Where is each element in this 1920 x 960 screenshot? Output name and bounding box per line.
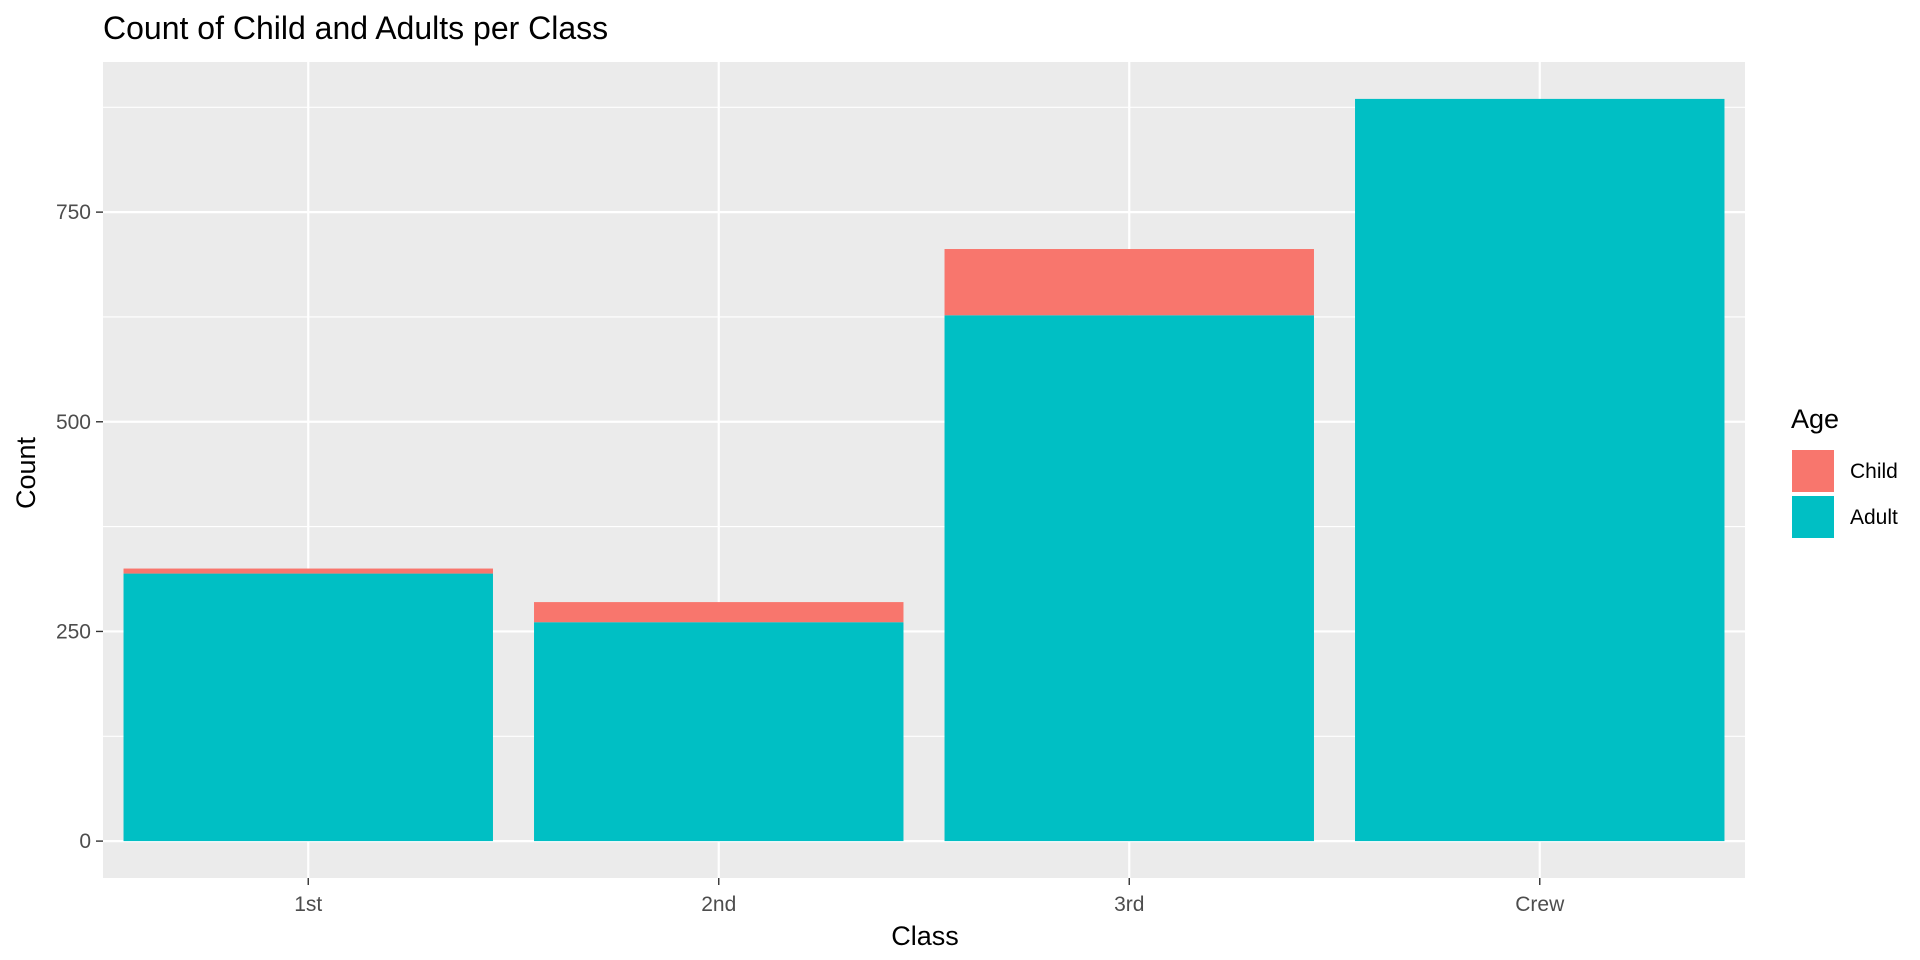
legend-key-child (1790, 448, 1836, 494)
bar-adult-2nd (534, 622, 904, 842)
bar-child-1st (123, 568, 493, 574)
y-tick-label: 0 (79, 830, 91, 853)
legend-label-child: Child (1850, 460, 1898, 483)
y-axis: 0 250 500 750 (56, 201, 103, 853)
bar-child-3rd (944, 249, 1314, 316)
bar-adult-crew (1355, 98, 1725, 842)
y-axis-title: Count (11, 436, 41, 509)
x-axis: 1st 2nd 3rd Crew (294, 878, 1565, 916)
chart-title: Count of Child and Adults per Class (103, 10, 608, 46)
bar-adult-3rd (944, 315, 1314, 842)
bars (123, 98, 1725, 842)
legend-label-adult: Adult (1850, 506, 1898, 529)
legend: Age Child Adult (1790, 404, 1898, 540)
x-tick-label: 1st (294, 893, 322, 916)
legend-key-adult (1790, 494, 1836, 540)
y-tick-label: 250 (56, 620, 91, 643)
y-tick-label: 750 (56, 201, 91, 224)
bar-adult-1st (123, 573, 493, 842)
x-tick-label: 2nd (701, 893, 736, 916)
y-tick-label: 500 (56, 411, 91, 434)
x-tick-label: Crew (1515, 893, 1565, 916)
x-tick-label: 3rd (1114, 893, 1144, 916)
legend-title: Age (1791, 404, 1839, 434)
x-axis-title: Class (891, 921, 959, 951)
bar-child-2nd (534, 602, 904, 623)
